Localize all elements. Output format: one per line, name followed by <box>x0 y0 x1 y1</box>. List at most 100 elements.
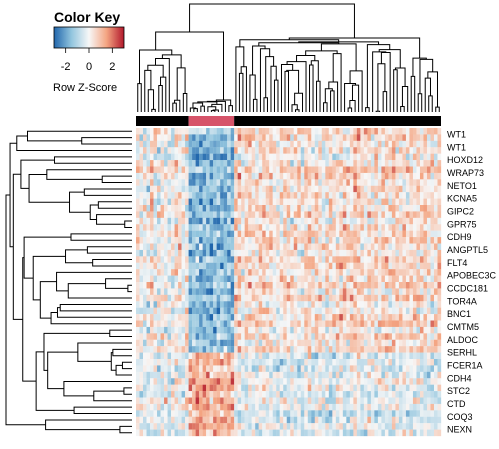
heatmap-cell <box>364 417 368 424</box>
heatmap-cell <box>395 256 399 263</box>
heatmap-cell <box>231 404 235 411</box>
heatmap-cell <box>213 231 217 238</box>
heatmap-cell <box>210 167 214 174</box>
heatmap-cell <box>245 224 249 231</box>
heatmap-cell <box>175 244 179 251</box>
heatmap-cell <box>297 333 301 340</box>
heatmap-cell <box>378 231 382 238</box>
heatmap-cell <box>420 410 424 417</box>
heatmap-cell <box>346 340 350 347</box>
heatmap-cell <box>143 192 147 199</box>
heatmap-cell <box>192 276 196 283</box>
column-dendrogram-branch <box>383 92 387 112</box>
heatmap-cell <box>290 340 294 347</box>
color-key-tick-label: 2 <box>109 61 115 73</box>
column-dendrogram-branch <box>310 65 314 112</box>
heatmap-cell <box>280 359 284 366</box>
heatmap-cell <box>427 263 431 270</box>
heatmap-cell <box>329 147 333 154</box>
heatmap-cell <box>416 410 420 417</box>
heatmap-cell <box>315 314 319 321</box>
heatmap-cell <box>276 327 280 334</box>
heatmap-cell <box>227 391 231 398</box>
heatmap-cell <box>322 410 326 417</box>
heatmap-cell <box>413 141 417 148</box>
column-dendrogram-branch <box>194 109 198 112</box>
heatmap-cell <box>325 218 329 225</box>
heatmap-cell <box>206 282 210 289</box>
column-dendrogram-branch <box>239 73 243 112</box>
heatmap-cell <box>280 398 284 405</box>
heatmap-cell <box>350 141 354 148</box>
heatmap-cell <box>374 256 378 263</box>
heatmap-cell <box>290 134 294 141</box>
heatmap-cell <box>140 141 144 148</box>
heatmap-cell <box>434 378 438 385</box>
heatmap-cell <box>136 404 140 411</box>
heatmap-cell <box>217 340 221 347</box>
heatmap-cell <box>360 186 364 193</box>
heatmap-cell <box>409 288 413 295</box>
heatmap-cell <box>143 128 147 135</box>
heatmap-cell <box>353 199 357 206</box>
heatmap-cell <box>147 173 151 180</box>
heatmap-cell <box>381 372 385 379</box>
heatmap-cell <box>273 282 277 289</box>
heatmap-cell <box>140 430 144 437</box>
heatmap-cell <box>252 167 256 174</box>
heatmap-cell <box>203 192 207 199</box>
heatmap-cell <box>430 391 434 398</box>
heatmap-cell <box>140 372 144 379</box>
heatmap-cell <box>196 192 200 199</box>
heatmap-cell <box>343 430 347 437</box>
heatmap-cell <box>413 295 417 302</box>
heatmap-cell <box>185 417 189 424</box>
heatmap-cell <box>336 301 340 308</box>
heatmap-cell <box>385 128 389 135</box>
heatmap-cell <box>308 308 312 315</box>
heatmap-cell <box>234 404 238 411</box>
heatmap-cell <box>308 199 312 206</box>
heatmap-cell <box>322 134 326 141</box>
row-label: CDH4 <box>447 373 472 383</box>
heatmap-cell <box>175 167 179 174</box>
heatmap-cell <box>406 404 410 411</box>
heatmap-cell <box>409 327 413 334</box>
heatmap-cell <box>392 295 396 302</box>
heatmap-cell <box>171 128 175 135</box>
heatmap-cell <box>227 192 231 199</box>
heatmap-cell <box>290 154 294 161</box>
heatmap-cell <box>154 205 158 212</box>
heatmap-cell <box>374 218 378 225</box>
row-dendrogram-branch <box>120 426 132 432</box>
heatmap-cell <box>199 244 203 251</box>
heatmap-cell <box>406 308 410 315</box>
heatmap-cell <box>437 134 441 141</box>
heatmap-cell <box>269 192 273 199</box>
heatmap-cell <box>213 141 217 148</box>
heatmap-cell <box>231 218 235 225</box>
heatmap-cell <box>423 404 427 411</box>
heatmap-cell <box>241 211 245 218</box>
heatmap-cell <box>252 314 256 321</box>
heatmap-cell <box>437 385 441 392</box>
heatmap-cell <box>150 218 154 225</box>
heatmap-cell <box>189 365 193 372</box>
heatmap-cell <box>182 314 186 321</box>
heatmap-cell <box>185 391 189 398</box>
heatmap-cell <box>290 404 294 411</box>
heatmap-cell <box>189 237 193 244</box>
heatmap-cell <box>140 179 144 186</box>
heatmap-cell <box>315 244 319 251</box>
heatmap-cell <box>416 128 420 135</box>
heatmap-cell <box>325 211 329 218</box>
heatmap-cell <box>196 231 200 238</box>
heatmap-cell <box>371 263 375 270</box>
heatmap-cell <box>185 321 189 328</box>
heatmap-cell <box>346 179 350 186</box>
heatmap-cell <box>199 167 203 174</box>
heatmap-cell <box>385 282 389 289</box>
heatmap-cell <box>238 211 242 218</box>
heatmap-cell <box>276 321 280 328</box>
heatmap-cell <box>402 167 406 174</box>
